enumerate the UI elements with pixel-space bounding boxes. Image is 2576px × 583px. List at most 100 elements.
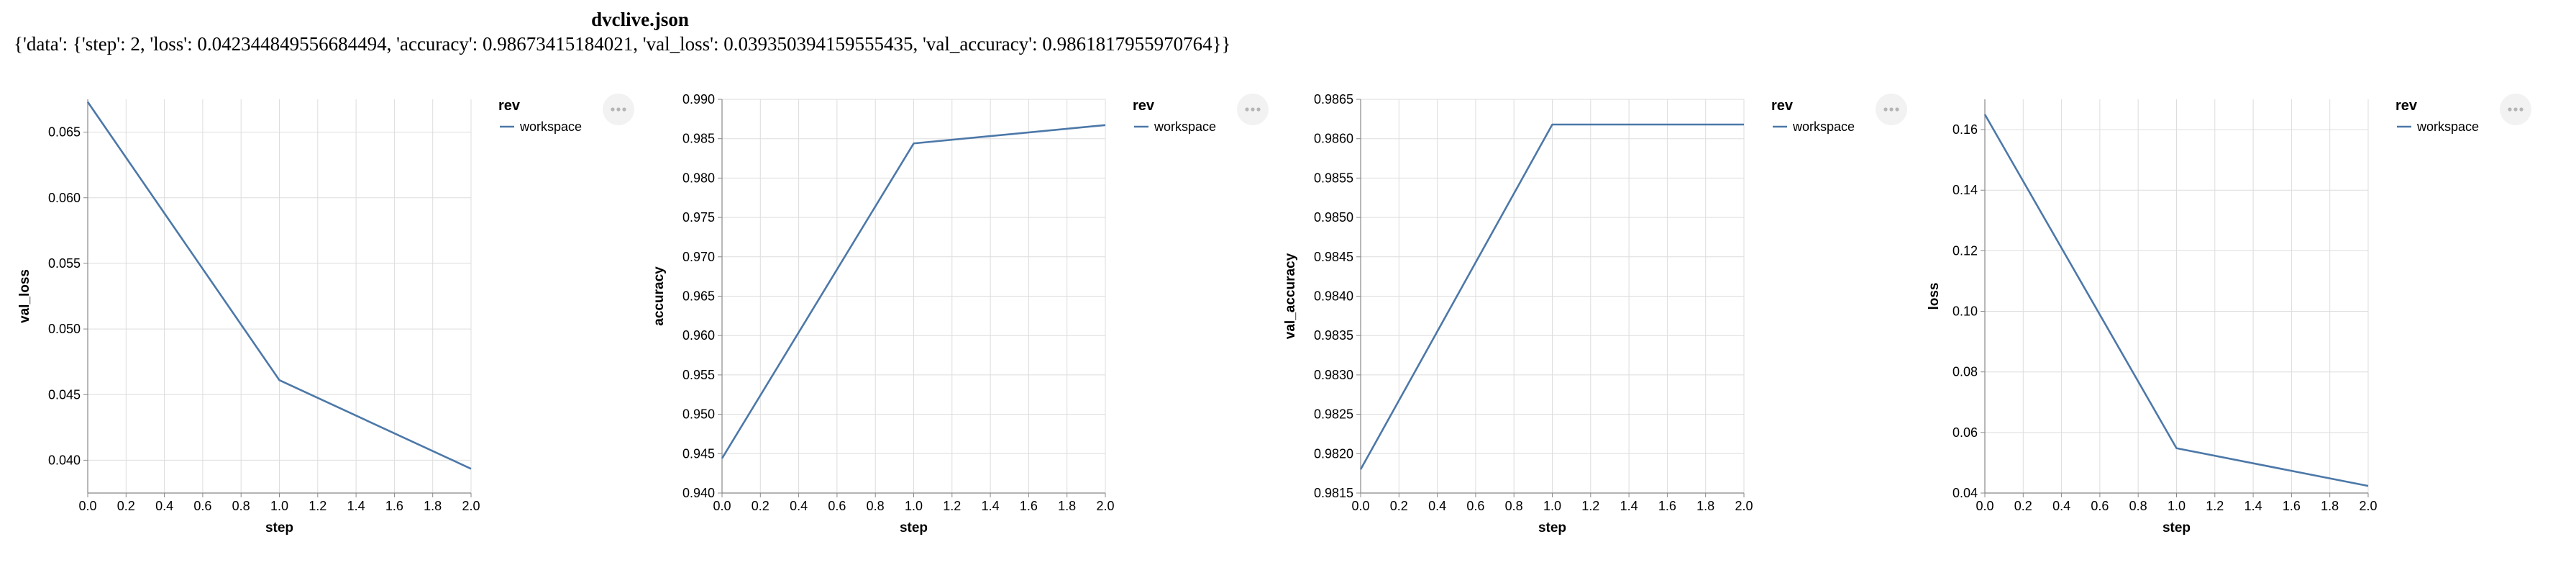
x-tick-label: 0.8 (867, 499, 885, 513)
ellipsis-dot (611, 107, 615, 112)
y-tick-label: 0.970 (682, 250, 715, 264)
y-tick-label: 0.055 (48, 256, 81, 271)
x-axis-title: step (2162, 520, 2191, 535)
ellipsis-dot (1883, 107, 1888, 112)
x-axis-title: step (265, 520, 293, 535)
x-tick-label: 2.0 (1735, 499, 1753, 513)
ellipsis-dot (1251, 107, 1255, 112)
x-tick-label: 0.2 (117, 499, 135, 513)
series-line-workspace (1983, 114, 2369, 487)
legend-label: workspace (2416, 119, 2479, 134)
x-tick-label: 1.4 (2244, 499, 2262, 513)
x-tick-label: 0.4 (790, 499, 808, 513)
ellipsis-dot (2508, 107, 2512, 112)
y-tick-label: 0.965 (682, 289, 715, 304)
chart-accuracy: 0.0 0.2 0.4 0.6 0.8 1.0 1.2 1.4 1.6 1.8 2.0 0.940 0.… (652, 92, 1269, 535)
x-tick-label: 1.2 (309, 499, 326, 513)
chart-menu-button[interactable] (1237, 94, 1269, 125)
chart-menu-button[interactable] (1876, 94, 1907, 125)
x-tick-label: 1.6 (385, 499, 403, 513)
x-tick-label: 1.8 (1696, 499, 1714, 513)
y-tick-label: 0.955 (682, 368, 715, 382)
x-tick-label: 1.8 (1058, 499, 1076, 513)
series-line-workspace (1359, 123, 1744, 470)
y-tick-label: 0.04 (1952, 486, 1978, 500)
x-axis-title: step (900, 520, 928, 535)
x-tick-label: 1.2 (1581, 499, 1599, 513)
chart-menu-button[interactable] (2500, 94, 2531, 125)
y-tick-label: 0.9850 (1314, 210, 1353, 225)
ellipsis-icon (1245, 107, 1261, 112)
y-tick-label: 0.06 (1952, 425, 1978, 440)
x-tick-label: 0.6 (828, 499, 846, 513)
y-tick-label: 0.060 (48, 191, 81, 205)
y-tick-label: 0.9820 (1314, 446, 1353, 461)
legend-label: workspace (1154, 119, 1216, 134)
y-axis-title: loss (1927, 282, 1942, 309)
y-tick-label: 0.980 (682, 171, 715, 185)
ellipsis-dot (1256, 107, 1261, 112)
metrics-summary: {'data': {'step': 2, 'loss': 0.042344849… (14, 33, 1231, 55)
y-tick-label: 0.040 (48, 453, 81, 467)
y-tick-label: 0.08 (1952, 365, 1978, 379)
chart-val_loss: 0.0 0.2 0.4 0.6 0.8 1.0 1.2 1.4 1.6 1.8 2.0 0.040 0.… (17, 94, 634, 535)
y-tick-label: 0.10 (1952, 304, 1978, 319)
y-tick-label: 0.945 (682, 446, 715, 461)
y-tick-label: 0.940 (682, 486, 715, 500)
page-title: dvclive.json (591, 9, 689, 30)
x-tick-label: 0.0 (1976, 499, 1993, 513)
y-tick-label: 0.9865 (1314, 92, 1353, 107)
x-tick-label: 1.4 (982, 499, 1000, 513)
y-tick-label: 0.9825 (1314, 407, 1353, 422)
x-tick-label: 2.0 (2359, 499, 2377, 513)
series-line-workspace (721, 124, 1106, 459)
x-tick-label: 0.2 (2014, 499, 2032, 513)
x-axis-title: step (1538, 520, 1566, 535)
x-tick-label: 0.2 (752, 499, 769, 513)
x-tick-label: 1.0 (905, 499, 923, 513)
y-tick-label: 0.9855 (1314, 171, 1353, 185)
x-tick-label: 1.8 (424, 499, 442, 513)
legend-label: workspace (519, 119, 582, 134)
ellipsis-dot (1895, 107, 1899, 112)
x-tick-label: 1.0 (2168, 499, 2186, 513)
x-tick-label: 1.2 (943, 499, 961, 513)
y-tick-label: 0.065 (48, 125, 81, 140)
y-tick-label: 0.12 (1952, 243, 1978, 258)
y-tick-label: 0.950 (682, 407, 715, 422)
x-tick-label: 1.6 (1658, 499, 1676, 513)
y-axis-title: val_accuracy (1283, 253, 1298, 339)
x-tick-label: 0.4 (2052, 499, 2070, 513)
legend-title: rev (2395, 98, 2418, 114)
y-tick-label: 0.9860 (1314, 132, 1353, 146)
y-tick-label: 0.16 (1952, 122, 1978, 137)
x-tick-label: 0.2 (1390, 499, 1408, 513)
x-tick-label: 1.0 (1543, 499, 1561, 513)
legend-title: rev (1771, 98, 1794, 114)
x-tick-label: 1.4 (347, 499, 365, 513)
chart-menu-button[interactable] (603, 94, 634, 125)
y-tick-label: 0.975 (682, 210, 715, 225)
ellipsis-dot (1889, 107, 1894, 112)
x-tick-label: 2.0 (1096, 499, 1114, 513)
ellipsis-icon (611, 107, 626, 112)
ellipsis-icon (2508, 107, 2524, 112)
x-tick-label: 0.0 (713, 499, 731, 513)
x-tick-label: 1.4 (1620, 499, 1638, 513)
y-tick-label: 0.985 (682, 132, 715, 146)
x-tick-label: 0.0 (78, 499, 96, 513)
y-tick-label: 0.14 (1952, 183, 1978, 197)
y-axis-title: val_loss (17, 269, 32, 323)
x-tick-label: 0.4 (1428, 499, 1446, 513)
x-tick-label: 1.8 (2321, 499, 2339, 513)
x-tick-label: 0.4 (155, 499, 173, 513)
legend-title: rev (1133, 98, 1155, 114)
y-tick-label: 0.050 (48, 322, 81, 336)
y-tick-label: 0.9835 (1314, 328, 1353, 343)
x-tick-label: 0.8 (2129, 499, 2147, 513)
ellipsis-dot (2513, 107, 2518, 112)
ellipsis-dot (2519, 107, 2524, 112)
x-tick-label: 0.6 (193, 499, 211, 513)
legend-label: workspace (1792, 119, 1855, 134)
